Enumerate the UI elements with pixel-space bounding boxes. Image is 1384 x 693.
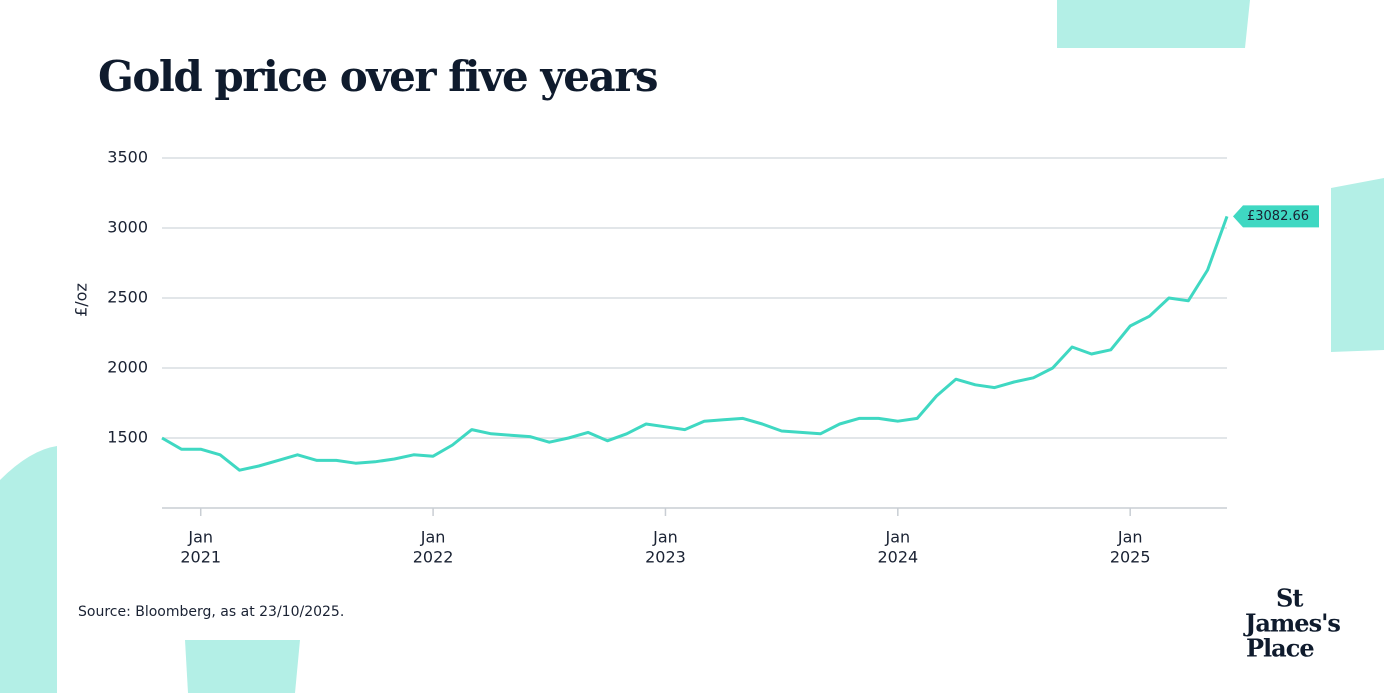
end-label: £3082.66 bbox=[1247, 209, 1309, 224]
brand: Place bbox=[1246, 634, 1314, 663]
y-tick-label: 1500 bbox=[107, 428, 148, 447]
brand: St bbox=[1276, 584, 1303, 613]
y-tick-label: 3000 bbox=[107, 218, 148, 237]
x-tick-label: 2022 bbox=[413, 548, 454, 567]
y-tick-label: 2000 bbox=[107, 358, 148, 377]
y-axis-label: £/oz bbox=[72, 283, 91, 317]
line bbox=[161, 215, 1229, 472]
x-tick-label: 2021 bbox=[180, 548, 221, 567]
x-tick-label: Jan bbox=[652, 528, 678, 547]
x-tick-label: Jan bbox=[187, 528, 213, 547]
chart-title: Gold price over five years bbox=[98, 52, 657, 101]
x-tick-label: Jan bbox=[420, 528, 446, 547]
end-label-box bbox=[1233, 205, 1319, 228]
source: Source: Bloomberg, as at 23/10/2025. bbox=[78, 604, 344, 620]
brand: James's bbox=[1243, 609, 1340, 638]
x-tick-label: Jan bbox=[1117, 528, 1143, 547]
x-tick-label: 2023 bbox=[645, 548, 686, 567]
x-tick-label: 2025 bbox=[1110, 548, 1151, 567]
x-tick-label: Jan bbox=[884, 528, 910, 547]
y-tick-label: 2500 bbox=[107, 288, 148, 307]
y-tick-label: 3500 bbox=[107, 148, 148, 167]
x-tick-label: 2024 bbox=[877, 548, 918, 567]
